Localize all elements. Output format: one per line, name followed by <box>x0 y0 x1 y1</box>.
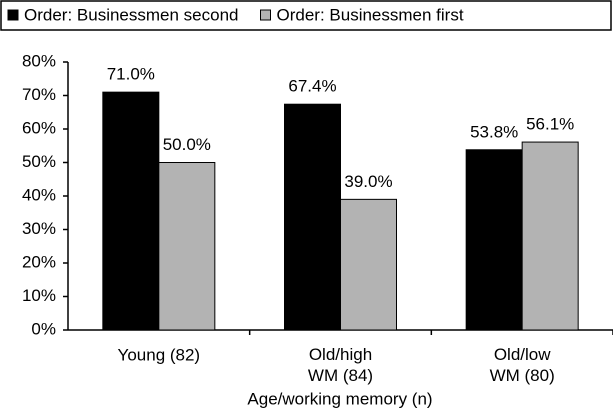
bar <box>521 141 579 331</box>
value-label: 71.0% <box>107 65 155 84</box>
y-tick-label: 10% <box>22 286 56 305</box>
legend-box <box>0 0 612 31</box>
legend-label: Order: Businessmen second <box>24 5 239 24</box>
bar <box>284 103 341 331</box>
y-tick-label: 0% <box>31 319 56 338</box>
y-tick-label: 80% <box>22 51 56 70</box>
x-axis-title: Age/working memory (n) <box>247 389 432 408</box>
legend-swatch <box>7 9 19 21</box>
value-label: 67.4% <box>288 77 336 96</box>
value-label: 50.0% <box>163 135 211 154</box>
y-tick-label: 50% <box>22 152 56 171</box>
y-tick-label: 20% <box>22 252 56 271</box>
bar <box>340 198 397 331</box>
legend-label: Order: Businessmen first <box>277 5 464 24</box>
legend-swatch <box>260 9 271 21</box>
bar <box>102 91 160 331</box>
value-label: 53.8% <box>470 122 518 141</box>
value-label: 39.0% <box>344 172 392 191</box>
x-tick-label: Old/high WM (84) <box>308 345 373 385</box>
value-label: 56.1% <box>526 115 574 134</box>
y-tick-label: 30% <box>22 219 56 238</box>
bar <box>158 162 216 331</box>
x-tick-label: Young (82) <box>118 345 201 364</box>
y-tick-label: 70% <box>22 85 56 104</box>
y-tick-label: 40% <box>22 185 56 204</box>
bar <box>465 149 523 331</box>
y-tick-label: 60% <box>22 118 56 137</box>
x-tick-label: Old/low WM (80) <box>490 345 555 385</box>
